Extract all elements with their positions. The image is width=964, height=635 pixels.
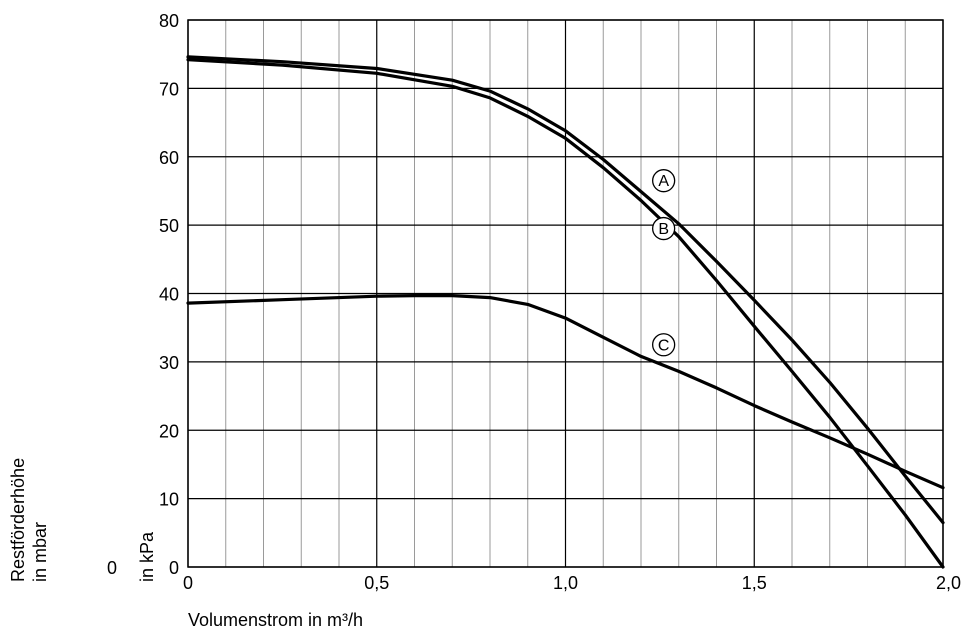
y-tick-kpa: 60 <box>159 148 179 168</box>
y-tick-kpa: 50 <box>159 216 179 236</box>
y-tick-kpa: 80 <box>159 11 179 31</box>
curves-group <box>186 55 945 569</box>
x-tick: 0 <box>183 573 193 593</box>
x-tick: 2,0 <box>936 573 961 593</box>
x-axis-label: Volumenstrom in m³/h <box>188 610 363 630</box>
marker-label-a: A <box>658 173 669 190</box>
y-axis-label-mbar-line1: Restförderhöhe <box>8 458 28 582</box>
y-tick-kpa: 40 <box>159 285 179 305</box>
y-tick-kpa: 0 <box>169 558 179 578</box>
marker-label-b: B <box>658 221 669 238</box>
marker-circle-b <box>652 216 676 241</box>
y-tick-kpa: 30 <box>159 353 179 373</box>
marker-label-c: C <box>658 337 670 354</box>
marker-circle-a <box>652 169 676 193</box>
tick-labels: 0100200300400500600700800010203040506070… <box>107 11 961 593</box>
x-tick: 0,5 <box>364 573 389 593</box>
y-tick-kpa: 10 <box>159 490 179 510</box>
curve-b <box>186 58 945 569</box>
x-tick: 1,0 <box>553 573 578 593</box>
curve-markers: A B C <box>652 169 676 357</box>
plot-frame <box>187 19 944 568</box>
y-axis-label-kpa: in kPa <box>137 531 157 582</box>
marker-circle-c <box>652 333 676 357</box>
y-tick-kpa: 70 <box>159 79 179 99</box>
curve-c <box>186 294 945 490</box>
x-tick: 1,5 <box>742 573 767 593</box>
y-tick-mbar: 0 <box>107 558 117 578</box>
major-grid <box>187 19 944 568</box>
y-tick-kpa: 20 <box>159 421 179 441</box>
y-axis-label-mbar-line2: in mbar <box>30 522 50 582</box>
curve-a <box>186 55 945 525</box>
